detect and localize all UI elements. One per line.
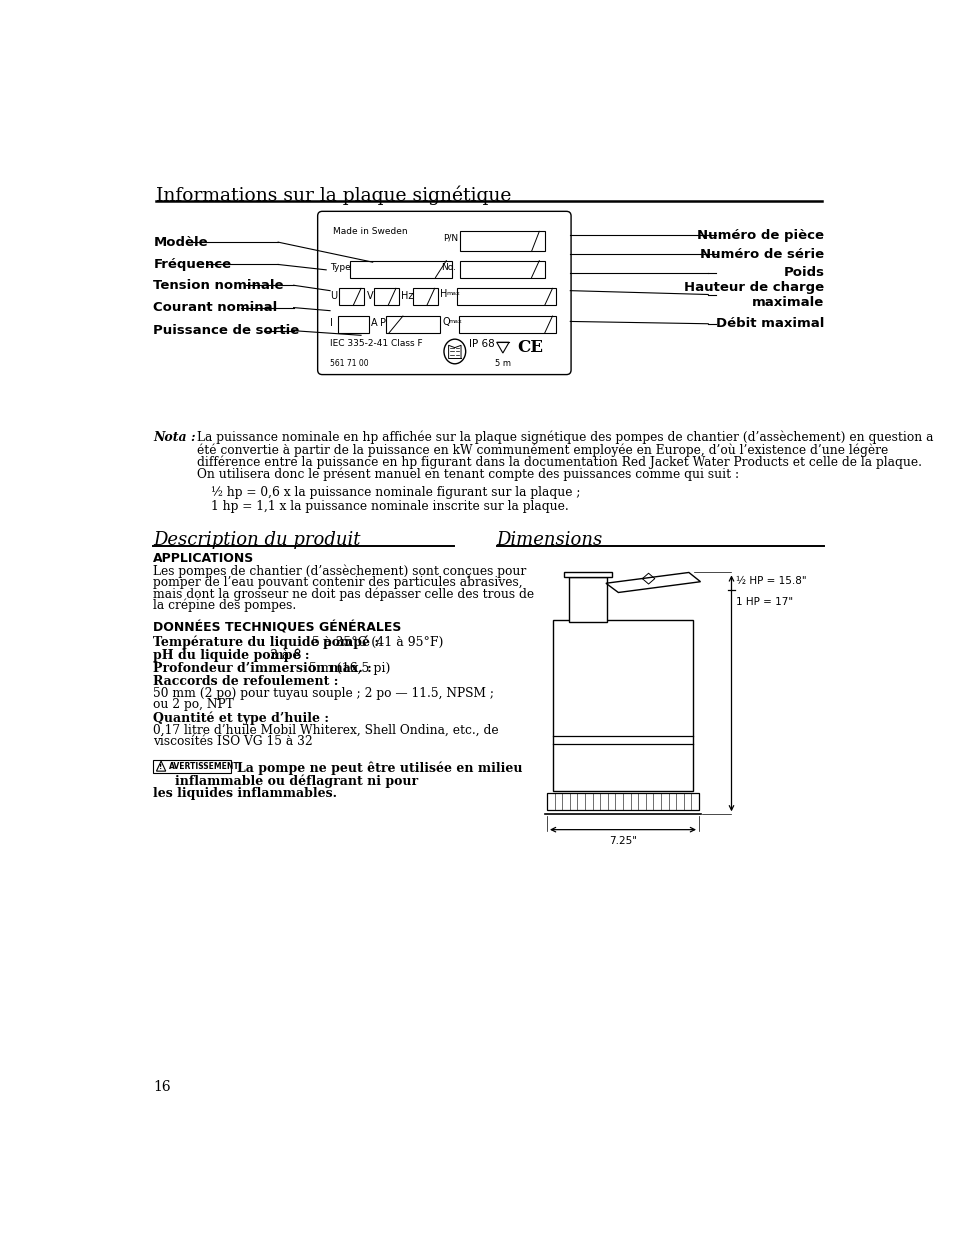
Text: Numéro de série: Numéro de série — [700, 248, 823, 261]
Text: ou 2 po, NPT: ou 2 po, NPT — [153, 698, 233, 711]
Text: I: I — [330, 319, 333, 329]
Text: Température du liquide pompé :: Température du liquide pompé : — [153, 636, 379, 650]
Text: AVERTISSEMENT: AVERTISSEMENT — [169, 762, 239, 771]
Text: Dimensions: Dimensions — [497, 531, 602, 548]
Text: Modèle: Modèle — [153, 236, 208, 248]
Bar — [563, 573, 612, 577]
Text: No.: No. — [440, 263, 456, 272]
Text: Nota :: Nota : — [153, 431, 195, 443]
Bar — [385, 316, 439, 333]
Bar — [339, 288, 364, 305]
Text: La puissance nominale en hp affichée sur la plaque signétique des pompes de chan: La puissance nominale en hp affichée sur… — [196, 431, 932, 445]
Bar — [413, 288, 437, 305]
Text: Débit maximal: Débit maximal — [716, 317, 823, 330]
Text: les liquides inflammables.: les liquides inflammables. — [153, 787, 337, 800]
Text: ½ hp = 0,6 x la puissance nominale figurant sur la plaque ;: ½ hp = 0,6 x la puissance nominale figur… — [211, 487, 579, 499]
Text: été convertie à partir de la puissance en kW communément employée en Europe, d’o: été convertie à partir de la puissance e… — [196, 443, 887, 457]
Text: 16: 16 — [153, 1079, 171, 1094]
Text: 50 mm (2 po) pour tuyau souple ; 2 po — 11.5, NPSM ;: 50 mm (2 po) pour tuyau souple ; 2 po — … — [153, 687, 494, 700]
Text: 0,17 litre d’huile Mobil Whiterex, Shell Ondina, etc., de: 0,17 litre d’huile Mobil Whiterex, Shell… — [153, 724, 498, 737]
Text: 3 à 8: 3 à 8 — [266, 648, 301, 662]
Text: Raccords de refoulement :: Raccords de refoulement : — [153, 674, 338, 688]
Polygon shape — [156, 761, 166, 771]
Text: Tension nominale: Tension nominale — [153, 279, 284, 291]
Text: IP 68: IP 68 — [468, 340, 494, 350]
Text: APPLICATIONS: APPLICATIONS — [153, 552, 254, 566]
Text: CE: CE — [517, 340, 542, 356]
FancyBboxPatch shape — [317, 211, 571, 374]
Text: 5 à 35°C (41 à 95°F): 5 à 35°C (41 à 95°F) — [308, 636, 443, 648]
Text: Les pompes de chantier (d’assèchement) sont conçues pour: Les pompes de chantier (d’assèchement) s… — [153, 564, 526, 578]
Text: Hauteur de charge
maximale: Hauteur de charge maximale — [683, 280, 823, 309]
Text: Numéro de pièce: Numéro de pièce — [697, 228, 823, 242]
Text: 7.25": 7.25" — [608, 836, 637, 846]
Text: V: V — [366, 290, 373, 300]
Text: pomper de l’eau pouvant contenir des particules abrasives,: pomper de l’eau pouvant contenir des par… — [153, 576, 522, 589]
Text: Description du produit: Description du produit — [153, 531, 360, 548]
Text: Poids: Poids — [782, 267, 823, 279]
Bar — [374, 288, 398, 305]
Text: Courant nominal: Courant nominal — [153, 301, 277, 314]
Text: Profondeur d’immersion max. :: Profondeur d’immersion max. : — [153, 662, 372, 674]
Text: mais dont la grosseur ne doit pas dépasser celle des trous de: mais dont la grosseur ne doit pas dépass… — [153, 587, 534, 600]
Text: P/N: P/N — [443, 233, 457, 242]
Bar — [459, 231, 545, 252]
Text: DONNÉES TECHNIQUES GÉNÉRALES: DONNÉES TECHNIQUES GÉNÉRALES — [153, 621, 401, 635]
Text: max: max — [448, 319, 462, 324]
Text: la crépine des pompes.: la crépine des pompes. — [153, 598, 296, 611]
Bar — [568, 577, 607, 621]
Text: !: ! — [159, 763, 163, 769]
Text: Puissance de sortie: Puissance de sortie — [153, 325, 299, 337]
Text: Fréquence: Fréquence — [153, 258, 232, 270]
Text: 1 hp = 1,1 x la puissance nominale inscrite sur la plaque.: 1 hp = 1,1 x la puissance nominale inscr… — [211, 500, 568, 513]
Text: 561 71 00: 561 71 00 — [330, 359, 368, 368]
Text: Q: Q — [442, 317, 450, 327]
Text: IEC 335-2-41 Class F: IEC 335-2-41 Class F — [330, 340, 422, 348]
Text: P: P — [379, 319, 385, 329]
Text: 1 HP = 17": 1 HP = 17" — [736, 598, 793, 608]
Text: Informations sur la plaque signétique: Informations sur la plaque signétique — [155, 185, 511, 205]
Text: U: U — [330, 290, 336, 300]
Text: On utilisera donc le présent manuel en tenant compte des puissances comme qui su: On utilisera donc le présent manuel en t… — [196, 468, 739, 482]
Text: 5 m: 5 m — [495, 359, 511, 368]
Text: A: A — [371, 319, 377, 329]
Text: ½ HP = 15.8": ½ HP = 15.8" — [736, 576, 806, 585]
Text: différence entre la puissance en hp figurant dans la documentation Red Jacket Wa: différence entre la puissance en hp figu… — [196, 456, 921, 469]
Bar — [456, 288, 555, 305]
Text: Hz: Hz — [401, 290, 414, 300]
Text: 5 m (16,5 pi): 5 m (16,5 pi) — [305, 662, 390, 674]
Text: pH du liquide pompé :: pH du liquide pompé : — [153, 648, 310, 662]
Text: max: max — [446, 291, 459, 296]
Text: viscosítés ISO VG 15 à 32: viscosítés ISO VG 15 à 32 — [153, 735, 313, 748]
Bar — [459, 261, 545, 278]
Bar — [153, 760, 231, 773]
Bar — [459, 316, 555, 333]
Text: Type: Type — [330, 263, 351, 272]
Text: Made in Sweden: Made in Sweden — [333, 227, 407, 236]
Text: H: H — [439, 289, 447, 299]
Bar — [546, 793, 699, 810]
Bar — [350, 261, 452, 278]
Text: inflammable ou déflagrant ni pour: inflammable ou déflagrant ni pour — [174, 776, 417, 788]
Text: Quantité et type d’huile :: Quantité et type d’huile : — [153, 711, 329, 725]
Text: La pompe ne peut être utilisée en milieu: La pompe ne peut être utilisée en milieu — [236, 761, 522, 774]
Bar — [337, 316, 369, 333]
Bar — [553, 620, 692, 792]
